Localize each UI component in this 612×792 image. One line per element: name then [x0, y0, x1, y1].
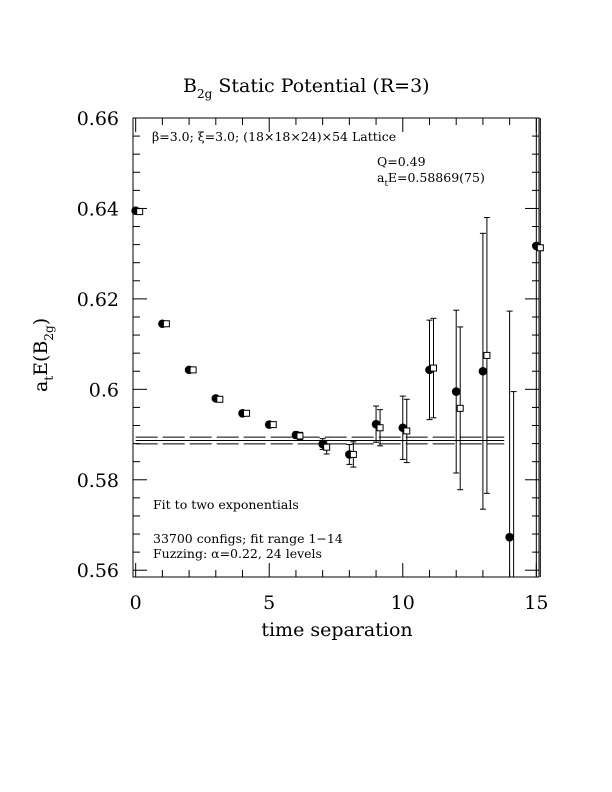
- chart-title: B2g Static Potential (R=3): [183, 75, 430, 101]
- data-point-square: [349, 450, 357, 458]
- data-point-square: [216, 395, 224, 403]
- y-tick-label: 0.62: [77, 289, 119, 311]
- data-point-square: [162, 320, 170, 328]
- x-tick-label: 15: [524, 592, 548, 614]
- data-point-square: [403, 427, 411, 435]
- y-tick-label: 0.6: [89, 379, 119, 401]
- data-point-square: [136, 208, 144, 216]
- x-axis-label: time separation: [261, 619, 412, 641]
- lattice-annotation: β=3.0; ξ=3.0; (18×18×24)×54 Lattice: [152, 129, 396, 144]
- y-tick-label: 0.56: [77, 560, 119, 582]
- x-tick-label: 5: [263, 592, 275, 614]
- y-tick-label: 0.66: [77, 108, 119, 130]
- data-point-square: [189, 366, 197, 374]
- y-tick-label: 0.64: [77, 198, 119, 220]
- data-point-square: [429, 364, 437, 372]
- q-annotation: Q=0.49: [377, 154, 426, 169]
- x-tick-label: 10: [391, 592, 415, 614]
- data-point-square: [323, 443, 331, 451]
- fuzzing-annotation: Fuzzing: α=0.22, 24 levels: [153, 546, 322, 561]
- data-point-square: [243, 409, 251, 417]
- fit-annotation: Fit to two exponentials: [153, 497, 299, 512]
- plot-frame: [132, 117, 540, 578]
- data-point-circle: [451, 387, 461, 396]
- data-point-square: [376, 424, 384, 432]
- y-axis-label: atE(B2g): [30, 318, 56, 392]
- data-point-square: [296, 432, 304, 440]
- configs-annotation: 33700 configs; fit range 1−14: [153, 531, 343, 546]
- data-point-circle: [478, 366, 488, 376]
- data-point-square: [269, 421, 277, 429]
- data-point-square: [456, 404, 464, 412]
- data-point-circle: [505, 532, 514, 542]
- y-tick-label: 0.58: [77, 470, 119, 492]
- energy-annotation: atE=0.58869(75): [377, 170, 485, 189]
- data-point-square: [536, 244, 544, 252]
- data-point-square: [483, 351, 491, 359]
- x-tick-label: 0: [130, 592, 142, 614]
